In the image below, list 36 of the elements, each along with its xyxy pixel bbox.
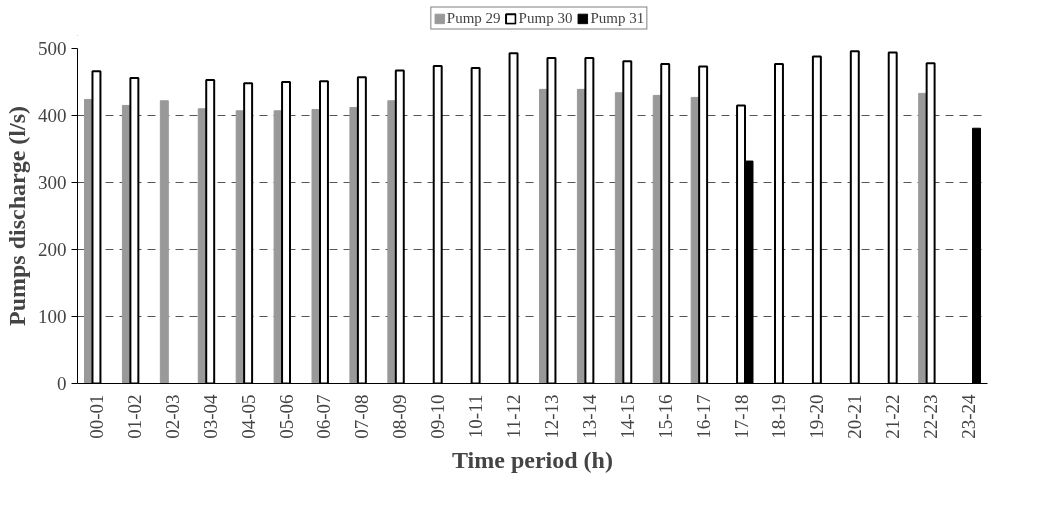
x-tick-label: 17-18 — [730, 394, 752, 439]
y-tick-label: 100 — [38, 306, 67, 327]
x-tick-label: 06-07 — [313, 394, 335, 439]
x-tick-label: 11-12 — [503, 394, 525, 439]
x-tick-label: 02-03 — [161, 394, 183, 439]
x-tick-label: 10-11 — [465, 394, 487, 439]
y-tick-label: 500 — [38, 38, 67, 59]
y-axis-title: Pumps discharge (l/s) — [4, 105, 30, 326]
x-tick-label: 09-10 — [427, 394, 449, 439]
x-tick-label: 01-02 — [123, 394, 145, 439]
x-tick-label: 13-14 — [578, 394, 600, 439]
x-tick-label: 15-16 — [654, 394, 676, 439]
y-tick-label: 0 — [57, 373, 67, 394]
x-tick-label: 14-15 — [616, 394, 638, 439]
x-tick-label: 05-06 — [275, 394, 297, 439]
x-tick-label: 04-05 — [237, 394, 259, 439]
y-tick-label: 200 — [38, 239, 67, 260]
x-tick-label: 19-20 — [806, 394, 828, 439]
x-axis-title: Time period (h) — [452, 446, 613, 473]
legend-label: Pump 30 — [518, 9, 573, 27]
legend-label: Pump 29 — [446, 9, 501, 27]
x-tick-label: 23-24 — [958, 394, 980, 439]
x-tick-label: 08-09 — [389, 394, 411, 439]
x-tick-label: 07-08 — [351, 394, 373, 439]
x-tick-label: 22-23 — [920, 394, 942, 439]
x-tick-label: 00-01 — [85, 394, 107, 439]
x-tick-label: 16-17 — [692, 394, 714, 439]
legend-label: Pump 31 — [590, 9, 645, 27]
x-tick-label: 12-13 — [540, 394, 562, 439]
y-tick-label: 300 — [38, 172, 67, 193]
x-tick-label: 20-21 — [844, 394, 866, 439]
x-tick-label: 18-19 — [768, 394, 790, 439]
y-tick-label: 400 — [38, 105, 67, 126]
x-tick-label: 21-22 — [882, 394, 904, 439]
x-tick-label: 03-04 — [199, 394, 221, 439]
bar — [159, 100, 169, 384]
